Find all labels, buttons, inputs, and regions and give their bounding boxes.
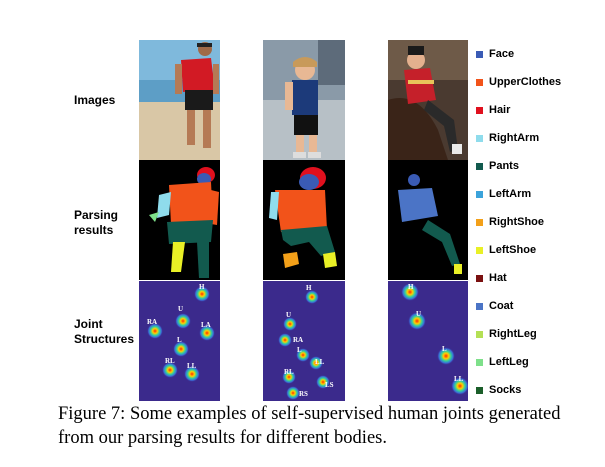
legend-item-hair: Hair [476,103,510,117]
joint-label: RL [284,368,294,376]
joint-label: H [306,284,312,292]
parsing-result-2 [263,160,345,280]
legend-item-leftleg: LeftLeg [476,355,529,369]
row-label-joint-2: Structures [74,332,135,346]
joint-label: L [177,336,182,344]
parsing-result-3 [388,160,468,280]
legend-swatch [476,106,483,114]
legend-swatch [476,78,483,86]
legend-item-rightarm: RightArm [476,131,539,145]
legend-label: Hat [489,272,507,284]
joint-label: U [286,311,291,319]
legend-item-pants: Pants [476,159,519,173]
legend-swatch [476,246,483,254]
joint-structure-2: H U RA L LL RL LS RS [263,281,345,401]
joint-label: L [442,345,447,353]
legend-swatch [476,386,483,394]
row-label-images: Images [74,93,116,107]
legend-swatch [476,302,483,310]
joint-label: RL [165,357,175,365]
legend-label: LeftShoe [489,244,537,256]
joint-label: L [297,346,302,354]
legend-swatch [476,358,483,366]
figure-caption: Figure 7: Some examples of self-supervis… [58,404,561,448]
legend-item-leftarm: LeftArm [476,187,531,201]
legend-label: Pants [489,160,519,172]
legend-label: RightShoe [489,216,544,228]
joint-label: LA [201,321,211,329]
row-label-joint-1: Joint [74,317,103,331]
row-label-parsing-2: results [74,223,114,237]
legend-label: Coat [489,300,514,312]
legend-label: Face [489,48,515,60]
joint-structure-3: H U L LL [388,281,468,401]
legend-item-rightshoe: RightShoe [476,215,544,229]
joint-label: U [416,310,421,318]
joint-label: U [178,305,183,313]
legend-swatch [476,330,483,338]
joint-label: LS [325,381,334,389]
legend-item-hat: Hat [476,271,507,285]
legend-swatch [476,190,483,198]
legend-swatch [476,274,483,282]
legend-item-socks: Socks [476,383,521,397]
legend-item-rightleg: RightLeg [476,327,537,341]
legend-label: LeftLeg [489,356,529,368]
joint-label: LL [187,362,197,370]
joint-label: RS [299,390,308,398]
row-label-parsing-1: Parsing [74,208,119,222]
legend-label: Socks [489,384,522,396]
photo-rider-horse [388,40,468,160]
legend-label: UpperClothes [489,76,562,88]
legend-label: Hair [489,104,511,116]
joint-label: RA [293,336,303,344]
photo-man-beach [139,40,220,160]
joint-label: LL [454,375,464,383]
joint-label: RA [147,318,157,326]
joint-structure-1: H U RA LA L RL LL [139,281,220,401]
legend-label: RightArm [489,132,540,144]
legend-swatch [476,50,483,58]
legend-label: RightLeg [489,328,537,340]
joint-label: H [199,283,205,291]
joint-label: H [408,283,414,291]
legend-swatch [476,162,483,170]
joint-label: LL [315,358,325,366]
legend-label: LeftArm [489,188,532,200]
parsing-result-1 [139,160,220,280]
legend-swatch [476,218,483,226]
legend-item-face: Face [476,47,514,61]
legend-item-coat: Coat [476,299,513,313]
legend-item-upperclothes: UpperClothes [476,75,561,89]
legend-swatch [476,134,483,142]
photo-boy-street [263,40,345,160]
legend-item-leftshoe: LeftShoe [476,243,536,257]
